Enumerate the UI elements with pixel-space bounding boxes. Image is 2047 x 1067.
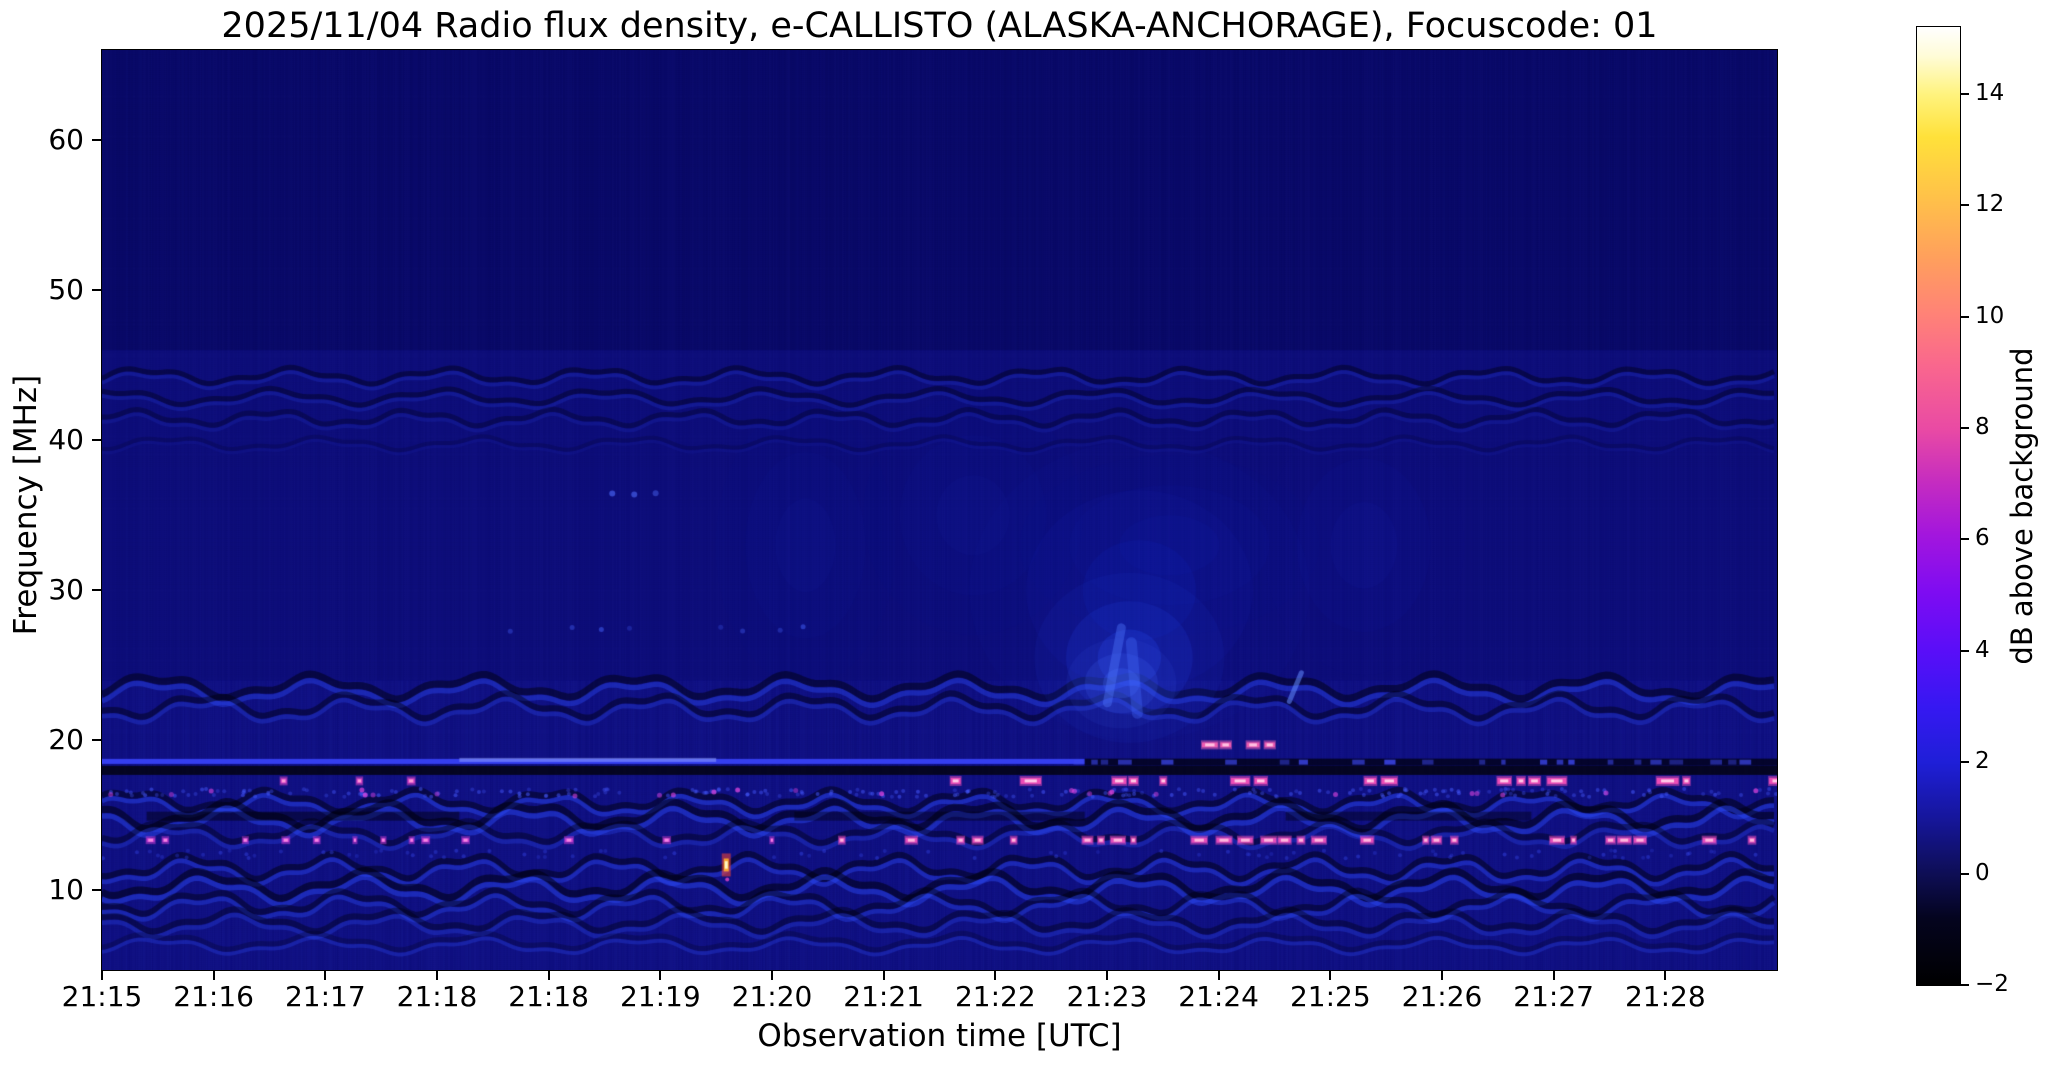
x-tick-label: 21:24 <box>1178 980 1260 1013</box>
colorbar-tick-mark <box>1961 204 1969 207</box>
colorbar-tick-mark <box>1961 872 1969 875</box>
x-tick-mark <box>547 971 550 980</box>
spectrogram-canvas <box>102 50 1777 970</box>
x-tick-mark <box>1552 971 1555 980</box>
colorbar-tick-label: 4 <box>1975 636 1990 663</box>
colorbar-label: dB above background <box>2005 347 2039 665</box>
x-tick-mark <box>1664 971 1667 980</box>
x-tick-label: 21:20 <box>731 980 813 1013</box>
x-tick-label: 21:28 <box>1624 980 1706 1013</box>
x-tick-label: 21:18 <box>508 980 590 1013</box>
x-tick-label: 21:27 <box>1513 980 1595 1013</box>
x-tick-mark <box>771 971 773 980</box>
x-tick-label: 21:16 <box>173 980 255 1013</box>
colorbar-tick-label: 2 <box>1975 748 1990 775</box>
y-tick-mark <box>92 139 101 142</box>
chart-title: 2025/11/04 Radio flux density, e-CALLIST… <box>221 6 1658 46</box>
x-tick-label: 21:15 <box>61 980 143 1013</box>
colorbar-tick-mark <box>1961 538 1969 541</box>
y-tick-mark <box>92 439 101 442</box>
colorbar-tick-label: 8 <box>1975 414 1990 441</box>
x-tick-label: 21:25 <box>1289 980 1371 1013</box>
x-tick-label: 21:19 <box>619 980 701 1013</box>
x-tick-label: 21:26 <box>1401 980 1483 1013</box>
x-tick-mark <box>324 971 327 980</box>
colorbar-tick-label: 6 <box>1975 525 1990 552</box>
y-tick-label: 20 <box>48 723 84 757</box>
spectrogram-plot <box>101 49 1778 971</box>
x-tick-label: 21:22 <box>954 980 1036 1013</box>
colorbar-tick-mark <box>1961 761 1969 764</box>
colorbar-tick-mark <box>1961 649 1969 652</box>
y-tick-mark <box>92 289 101 292</box>
y-tick-label: 60 <box>48 123 84 157</box>
colorbar-tick-label: 10 <box>1975 302 2005 329</box>
x-tick-mark <box>212 971 215 980</box>
y-tick-label: 40 <box>48 423 84 457</box>
colorbar-tick-mark <box>1961 315 1969 318</box>
x-tick-mark <box>1441 971 1443 980</box>
colorbar <box>1916 26 1961 986</box>
colorbar-tick-mark <box>1961 984 1969 986</box>
x-tick-mark <box>1106 971 1108 980</box>
x-tick-mark <box>101 971 103 980</box>
y-tick-label: 30 <box>48 573 84 607</box>
x-tick-mark <box>659 971 662 980</box>
colorbar-tick-mark <box>1961 92 1969 95</box>
colorbar-tick-label: 0 <box>1975 859 1990 886</box>
x-tick-label: 21:18 <box>396 980 478 1013</box>
colorbar-tick-label: 14 <box>1975 79 2005 106</box>
y-tick-mark <box>92 589 101 592</box>
x-tick-mark <box>994 971 997 980</box>
colorbar-tick-mark <box>1961 427 1969 430</box>
x-axis-label: Observation time [UTC] <box>757 1018 1122 1054</box>
y-tick-label: 10 <box>48 873 84 907</box>
colorbar-tick-label: 12 <box>1975 191 2005 218</box>
x-tick-mark <box>1217 971 1220 980</box>
x-tick-label: 21:17 <box>284 980 366 1013</box>
x-tick-mark <box>1329 971 1332 980</box>
y-tick-mark <box>92 889 101 892</box>
colorbar-tick-label: −2 <box>1975 971 2009 997</box>
x-tick-mark <box>882 971 885 980</box>
x-tick-mark <box>436 971 438 980</box>
x-tick-label: 21:21 <box>843 980 925 1013</box>
y-tick-label: 50 <box>48 273 84 307</box>
x-tick-label: 21:23 <box>1066 980 1148 1013</box>
y-tick-mark <box>92 739 101 742</box>
